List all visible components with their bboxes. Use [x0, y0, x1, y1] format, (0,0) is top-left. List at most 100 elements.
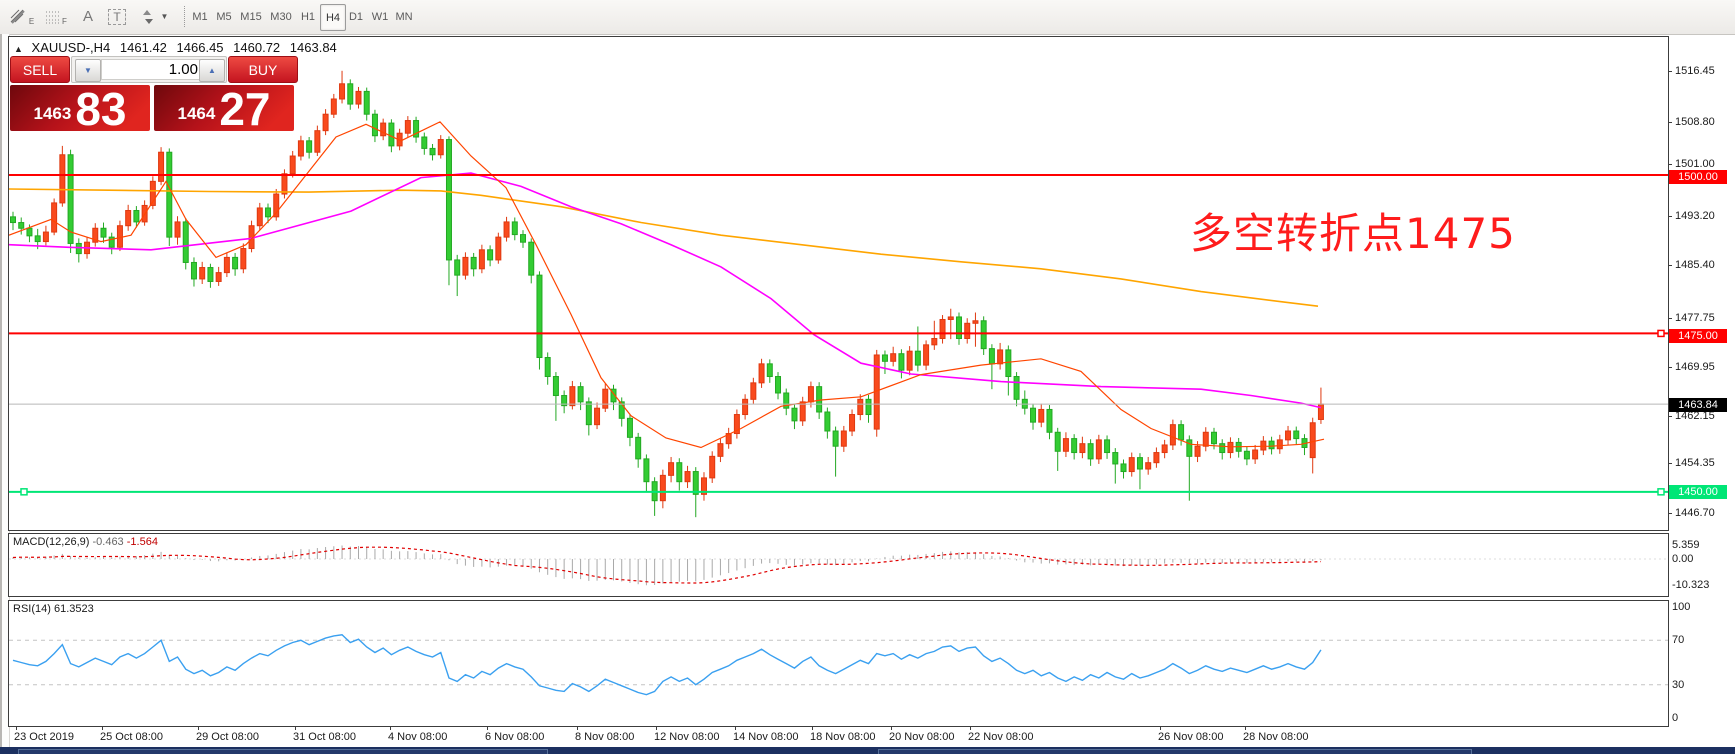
time-axis-label: 4 Nov 08:00 — [388, 731, 448, 743]
cursor-arrows-icon[interactable]: ▼ — [136, 3, 174, 30]
dropdown-caret-icon: ▼ — [160, 12, 169, 21]
time-axis-tick — [891, 726, 892, 730]
symbol-name: XAUUSD-,H4 — [31, 40, 111, 55]
time-axis-tick — [390, 726, 391, 730]
price-tick-label: 1501.00 — [1675, 158, 1715, 170]
strip-box — [18, 749, 548, 754]
ask-price-button[interactable]: 1464 27 — [154, 83, 294, 135]
price-tick-label: 1508.80 — [1675, 116, 1715, 128]
text-box-icon[interactable]: T — [104, 3, 130, 30]
time-axis-label: 18 Nov 08:00 — [810, 731, 876, 743]
time-axis-tick — [295, 726, 296, 730]
sell-button[interactable]: SELL — [10, 56, 70, 83]
axis-tick — [1668, 71, 1672, 72]
axis-tick — [1668, 463, 1672, 464]
volume-increase-button[interactable]: ▲ — [199, 59, 225, 82]
rsi-tick-label: 0 — [1672, 712, 1679, 724]
bid-price-button[interactable]: 1463 83 — [10, 83, 150, 135]
volume-stepper: ▼ ▲ — [71, 56, 227, 83]
time-axis-tick — [812, 726, 813, 730]
symbol-quote-bar: ▲ XAUUSD-,H4 1461.42 1466.45 1460.72 146… — [14, 40, 343, 55]
arrows-glyph — [142, 9, 153, 24]
tool-sub-label: E — [28, 16, 35, 26]
axis-tick — [1668, 416, 1672, 417]
macd-tick-label: -10.323 — [1672, 579, 1710, 591]
time-axis-tick — [487, 726, 488, 730]
rsi-tick-label: 30 — [1672, 679, 1685, 691]
bid-price-big: 83 — [75, 83, 127, 135]
time-axis-label: 12 Nov 08:00 — [654, 731, 720, 743]
ask-price-big: 27 — [219, 83, 271, 135]
buy-button[interactable]: BUY — [228, 56, 298, 83]
quote-close: 1463.84 — [289, 40, 337, 55]
strip-box — [878, 749, 1472, 754]
time-axis-label: 23 Oct 2019 — [14, 731, 74, 743]
time-axis-tick — [198, 726, 199, 730]
time-axis-tick — [656, 726, 657, 730]
time-axis-label: 22 Nov 08:00 — [968, 731, 1034, 743]
tool-sub-label: F — [62, 16, 67, 26]
price-tick-label: 1446.70 — [1675, 507, 1715, 519]
macd-main-value: -0.463 — [92, 536, 124, 548]
text-label-icon[interactable]: A — [82, 8, 93, 25]
price-flag-1450.00: 1450.00 — [1669, 485, 1727, 499]
timeframe-button-M5[interactable]: M5 — [216, 10, 232, 23]
grid-icon-glyph — [46, 11, 61, 23]
timeframe-button-H1[interactable]: H1 — [300, 10, 316, 23]
timeframe-button-D1[interactable]: D1 — [348, 10, 364, 23]
toolbar-separator — [184, 6, 185, 27]
text-box-glyph: T — [108, 8, 126, 25]
time-axis-tick — [970, 726, 971, 730]
timeframe-button-M1[interactable]: M1 — [192, 10, 208, 23]
macd-tick-label: 0.00 — [1672, 553, 1694, 565]
time-axis-label: 6 Nov 08:00 — [485, 731, 545, 743]
quote-open: 1461.42 — [119, 40, 167, 55]
quote-low: 1460.72 — [233, 40, 281, 55]
axis-tick — [1668, 122, 1672, 123]
macd-signal-value: -1.564 — [126, 536, 158, 548]
indicators-icon-glyph — [10, 9, 25, 24]
price-flag-1475.00: 1475.00 — [1669, 329, 1727, 343]
timeframe-button-M15[interactable]: M15 — [240, 10, 262, 23]
timeframe-button-H4[interactable]: H4 — [320, 4, 346, 31]
time-axis-tick — [1160, 726, 1161, 730]
timeframe-button-MN[interactable]: MN — [395, 10, 413, 23]
time-axis-label: 8 Nov 08:00 — [575, 731, 635, 743]
rsi-indicator-panel[interactable]: RSI(14) 61.3523 — [8, 600, 1669, 727]
price-tick-label: 1462.15 — [1675, 410, 1715, 422]
rsi-name: RSI(14) — [13, 603, 51, 615]
price-tick-label: 1493.20 — [1675, 210, 1715, 222]
time-axis-label: 29 Oct 08:00 — [196, 731, 259, 743]
candlestick-canvas[interactable] — [9, 37, 1668, 530]
timeframe-button-M30[interactable]: M30 — [270, 10, 292, 23]
bid-price-small: 1463 — [33, 104, 72, 123]
rsi-label: RSI(14) 61.3523 — [13, 603, 94, 615]
macd-name: MACD(12,26,9) — [13, 536, 90, 548]
time-axis-label: 28 Nov 08:00 — [1243, 731, 1309, 743]
timeframe-button-W1[interactable]: W1 — [371, 10, 389, 23]
bottom-window-strip — [0, 747, 1735, 754]
rsi-tick-label: 70 — [1672, 634, 1685, 646]
axis-tick — [1668, 216, 1672, 217]
volume-decrease-button[interactable]: ▼ — [75, 59, 101, 82]
time-axis-label: 25 Oct 08:00 — [100, 731, 163, 743]
axis-tick — [1668, 367, 1672, 368]
rsi-tick-label: 100 — [1672, 601, 1691, 613]
price-tick-label: 1516.45 — [1675, 65, 1715, 77]
indicators-icon[interactable]: E — [8, 3, 36, 30]
rsi-canvas[interactable] — [9, 601, 1668, 724]
time-axis-tick — [1245, 726, 1246, 730]
trade-controls-row: SELL ▼ ▲ BUY — [10, 56, 298, 83]
time-axis-tick — [577, 726, 578, 730]
grid-icon[interactable]: F — [42, 3, 70, 30]
axis-tick — [1668, 318, 1672, 319]
axis-tick — [1668, 164, 1672, 165]
macd-indicator-panel[interactable]: MACD(12,26,9) -0.463 -1.564 — [8, 533, 1669, 597]
volume-input[interactable] — [101, 59, 203, 80]
collapse-trade-panel-icon[interactable]: ▲ — [14, 44, 23, 54]
macd-canvas[interactable] — [9, 534, 1668, 594]
time-axis-label: 14 Nov 08:00 — [733, 731, 799, 743]
time-axis-label: 26 Nov 08:00 — [1158, 731, 1224, 743]
one-click-trading-panel: SELL ▼ ▲ BUY 1463 83 1464 27 — [10, 56, 298, 135]
